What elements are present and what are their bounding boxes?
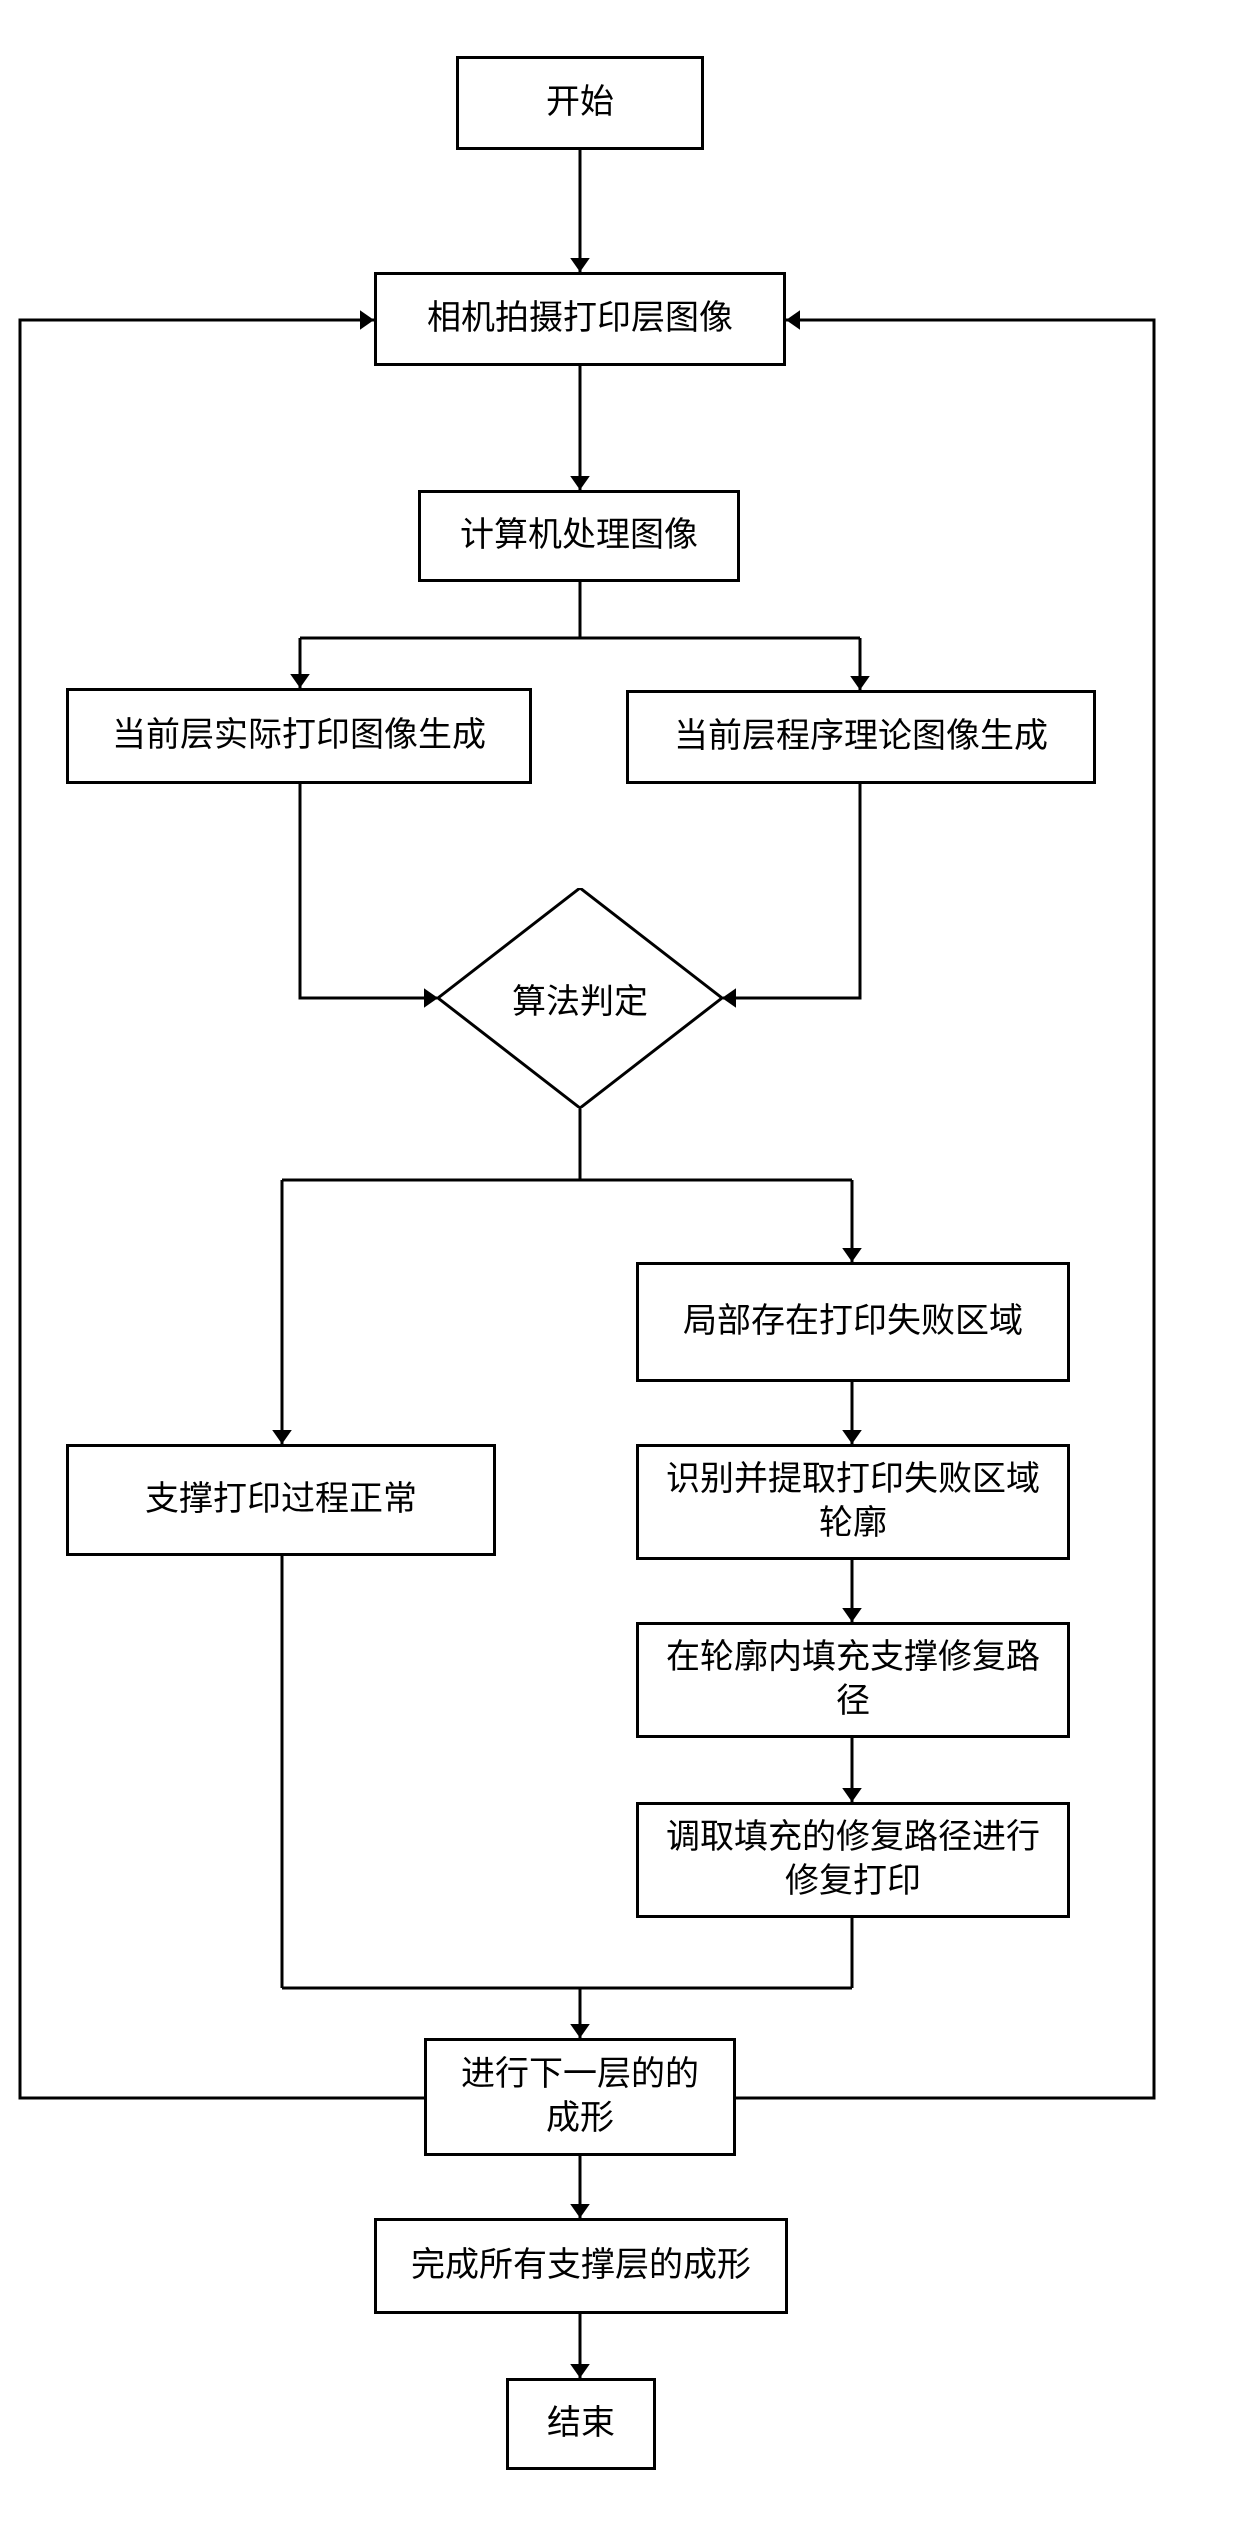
node-end: 结束 [506, 2378, 656, 2470]
node-start-label: 开始 [546, 81, 614, 125]
node-all-done: 完成所有支撑层的成形 [374, 2218, 788, 2314]
node-actual: 当前层实际打印图像生成 [66, 688, 532, 784]
node-repair-label: 调取填充的修复路径进行修复打印 [659, 1816, 1047, 1904]
node-theory-label: 当前层程序理论图像生成 [674, 715, 1048, 759]
node-extract-label: 识别并提取打印失败区域轮廓 [659, 1458, 1047, 1546]
node-capture-label: 相机拍摄打印层图像 [427, 297, 733, 341]
node-process-label: 计算机处理图像 [460, 514, 698, 558]
node-fail-exist: 局部存在打印失败区域 [636, 1262, 1070, 1382]
node-end-label: 结束 [547, 2402, 615, 2446]
node-process: 计算机处理图像 [418, 490, 740, 582]
node-decide-label: 算法判定 [512, 974, 648, 1023]
node-fill-label: 在轮廓内填充支撑修复路径 [659, 1636, 1047, 1724]
node-all-done-label: 完成所有支撑层的成形 [411, 2244, 751, 2288]
node-extract: 识别并提取打印失败区域轮廓 [636, 1444, 1070, 1560]
node-capture: 相机拍摄打印层图像 [374, 272, 786, 366]
node-next-layer: 进行下一层的的成形 [424, 2038, 736, 2156]
node-fill: 在轮廓内填充支撑修复路径 [636, 1622, 1070, 1738]
node-actual-label: 当前层实际打印图像生成 [112, 714, 486, 758]
node-decide: 算法判定 [438, 888, 722, 1108]
flowchart-canvas: 开始 相机拍摄打印层图像 计算机处理图像 当前层实际打印图像生成 当前层程序理论… [0, 0, 1240, 2529]
node-theory: 当前层程序理论图像生成 [626, 690, 1096, 784]
node-next-layer-label: 进行下一层的的成形 [447, 2053, 713, 2141]
node-repair: 调取填充的修复路径进行修复打印 [636, 1802, 1070, 1918]
node-normal-label: 支撑打印过程正常 [145, 1478, 417, 1522]
node-normal: 支撑打印过程正常 [66, 1444, 496, 1556]
node-start: 开始 [456, 56, 704, 150]
node-fail-exist-label: 局部存在打印失败区域 [683, 1300, 1023, 1344]
